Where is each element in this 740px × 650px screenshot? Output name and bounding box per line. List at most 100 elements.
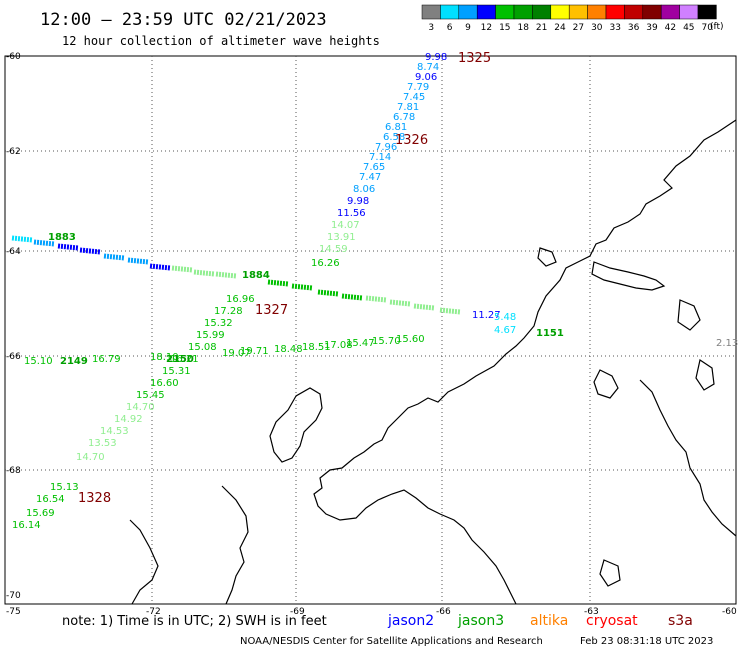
wave-height-value: 7.96 [375,142,397,153]
dense-track-marks [365,295,387,303]
island-south-shetland [591,261,666,291]
satellite-legend-entry: s3a [668,613,693,629]
lat-tick-label: -70 [6,591,21,601]
wave-height-value: 7.45 [403,92,425,103]
coastline-west [269,387,323,463]
longitude-tick-labels: -75 -72 -69 -66 -63 -60 [6,607,737,617]
altimeter-track-labels: 9.988.749.067.797.457.816.786.816.587.96… [11,51,738,531]
pass-number-label: 2150 [166,354,194,365]
wave-height-value: 18.10 [150,352,179,363]
wave-height-value: 15.99 [196,330,225,341]
dense-track-marks [33,239,55,247]
wave-height-value: 13.53 [88,438,117,449]
legend-swatch [624,4,644,20]
legend-tick-label: 45 [683,23,694,33]
coastline-south [221,485,249,605]
legend-tick-label: 3 [428,23,434,33]
lon-tick-label: -60 [722,607,737,617]
island-outline [599,559,621,587]
legend-tick-label: 15 [499,23,510,33]
wave-height-value: 15.60 [396,334,425,345]
wave-height-value: 15.47 [346,338,375,349]
wave-height-value: 7.81 [397,102,419,113]
map-subtitle: 12 hour collection of altimeter wave hei… [62,34,380,48]
dense-track-marks [103,253,125,261]
wave-height-value: 6.58 [383,132,405,143]
wave-height-value: 8.74 [417,62,439,73]
wave-height-value: 15.32 [204,318,233,329]
legend-swatch [532,4,552,20]
lon-tick-label: -63 [584,607,599,617]
wave-height-value: 16.79 [92,354,121,365]
dense-track-marks [291,283,313,291]
wave-height-value: 17.08 [324,340,353,351]
lat-tick-label: -68 [6,466,21,476]
legend-swatch [458,4,478,20]
legend-tick-label: 36 [628,23,640,33]
wave-height-value: 16.14 [12,520,41,531]
wave-height-value: 7.14 [369,152,391,163]
wave-height-value: 14.07 [331,220,360,231]
timestamp-text: Feb 23 08:31:18 UTC 2023 [580,636,713,647]
pass-number-label: 1151 [536,328,564,339]
dense-track-marks [439,307,461,315]
coastline-far-east [639,379,737,537]
wave-height-value: 15.45 [136,390,165,401]
wave-height-value: 15.13 [50,482,79,493]
wave-height-value: 4.67 [494,325,516,336]
lon-tick-label: -66 [436,607,451,617]
map-title: 12:00 – 23:59 UTC 02/21/2023 [40,10,327,30]
wave-height-value: 16.54 [36,494,65,505]
satellite-legend-entry: jason2 [387,613,434,629]
legend-swatch [476,4,496,20]
wave-height-value: 14.70 [126,402,155,413]
map-frame [4,55,737,605]
wave-height-value: 15.70 [372,336,401,347]
dense-track-marks [11,235,33,243]
legend-swatch [421,4,441,20]
legend-tick-label: 6 [447,23,453,33]
pass-number-label: 2149 [60,356,88,367]
wave-height-value: 5.48 [494,312,516,323]
legend-swatch [440,4,460,20]
dense-track-marks [171,265,193,273]
legend-tick-label: 12 [481,23,492,33]
latitude-tick-labels: -60 -62 -64 -66 -68 -70 [6,52,21,601]
wave-height-value: 16.96 [226,294,255,305]
wave-height-value: 18.48 [274,344,303,355]
satellite-legend: jason2 jason3 altika cryosat s3a [387,613,693,629]
island-outline [593,369,619,399]
legend-swatch [697,4,717,20]
legend-tick-label: 18 [517,23,529,33]
wave-height-color-legend: 3 6 9 12 15 18 21 24 27 30 33 36 39 42 45 70 [421,4,717,33]
wave-height-value: 7.65 [363,162,385,173]
wave-height-value: 6.78 [393,112,415,123]
legend-tick-label: 27 [573,23,584,33]
pass-number-label: 1326 [395,133,428,148]
dense-track-marks [267,279,289,287]
wave-height-value: 7.47 [359,172,381,183]
legend-swatch [660,4,680,20]
lon-tick-label: -69 [290,607,305,617]
lat-tick-label: -62 [6,147,21,157]
satellite-legend-entry: altika [530,613,568,629]
pass-number-label: 1884 [242,270,270,281]
legend-swatch [495,4,515,20]
dense-track-marks [79,247,101,255]
island-outline [537,247,557,267]
legend-tick-label: 9 [465,23,471,33]
lat-tick-label: -66 [6,352,21,362]
coastline-east [313,119,737,605]
wave-height-value: 15.08 [188,342,217,353]
wave-height-value: 19.71 [240,346,269,357]
coastline-alexander [129,519,159,605]
legend-swatch [550,4,570,20]
wave-height-value: 16.60 [150,378,179,389]
graticule-grid [5,56,736,604]
legend-tick-label: 42 [665,23,676,33]
wave-height-value: 14.53 [100,426,129,437]
lat-tick-label: -64 [6,247,21,257]
wave-height-value: 11.56 [337,208,366,219]
wave-height-value: 2.13 [716,338,738,349]
legend-tick-label: 21 [536,23,547,33]
